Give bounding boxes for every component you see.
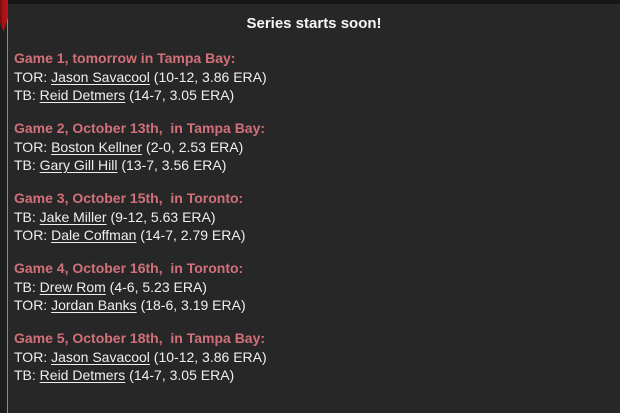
pitcher-stats: (13-7, 3.56 ERA) xyxy=(117,157,227,173)
team-prefix: TOR: xyxy=(14,297,52,313)
pitcher-name-link[interactable]: Drew Rom xyxy=(39,279,106,295)
pitcher-line: TB: Reid Detmers (14-7, 3.05 ERA) xyxy=(14,366,620,384)
pitcher-line: TOR: Dale Coffman (14-7, 2.79 ERA) xyxy=(14,226,620,244)
game-block-3: Game 3, October 15th, in Toronto: TB: Ja… xyxy=(14,188,620,244)
pitcher-line: TOR: Jason Savacool (10-12, 3.86 ERA) xyxy=(14,348,620,366)
team-prefix: TB: xyxy=(14,367,40,383)
pitcher-stats: (18-6, 3.19 ERA) xyxy=(136,297,246,313)
pitcher-line: TB: Drew Rom (4-6, 5.23 ERA) xyxy=(14,278,620,296)
game-block-5: Game 5, October 18th, in Tampa Bay: TOR:… xyxy=(14,328,620,384)
team-prefix: TOR: xyxy=(14,227,52,243)
series-preview-content: Series starts soon! Game 1, tomorrow in … xyxy=(8,4,620,413)
pitcher-line: TB: Reid Detmers (14-7, 3.05 ERA) xyxy=(14,86,620,104)
pitcher-stats: (9-12, 5.63 ERA) xyxy=(106,209,216,225)
pitcher-name-link[interactable]: Reid Detmers xyxy=(39,87,126,103)
team-prefix: TOR: xyxy=(14,349,52,365)
pitcher-stats: (10-12, 3.86 ERA) xyxy=(149,69,267,85)
pitcher-stats: (14-7, 3.05 ERA) xyxy=(125,367,235,383)
game-block-4: Game 4, October 16th, in Toronto: TB: Dr… xyxy=(14,258,620,314)
pitcher-line: TB: Jake Miller (9-12, 5.63 ERA) xyxy=(14,208,620,226)
pitcher-name-link[interactable]: Jason Savacool xyxy=(51,69,150,85)
pitcher-name-link[interactable]: Reid Detmers xyxy=(39,367,126,383)
pitcher-name-link[interactable]: Jordan Banks xyxy=(51,297,137,313)
team-shield-logo-icon xyxy=(0,0,8,32)
pitcher-stats: (14-7, 3.05 ERA) xyxy=(125,87,235,103)
top-strip xyxy=(0,0,620,4)
left-rail xyxy=(0,0,8,413)
team-prefix: TB: xyxy=(14,87,40,103)
game-header: Game 2, October 13th, in Tampa Bay: xyxy=(14,120,266,136)
team-prefix: TB: xyxy=(14,157,40,173)
pitcher-name-link[interactable]: Dale Coffman xyxy=(51,227,137,243)
pitcher-line: TB: Gary Gill Hill (13-7, 3.56 ERA) xyxy=(14,156,620,174)
pitcher-stats: (14-7, 2.79 ERA) xyxy=(136,227,246,243)
team-prefix: TOR: xyxy=(14,139,52,155)
team-prefix: TB: xyxy=(14,209,40,225)
game-header: Game 4, October 16th, in Toronto: xyxy=(14,260,244,276)
series-preview-panel xyxy=(8,4,620,413)
pitcher-name-link[interactable]: Jake Miller xyxy=(39,209,107,225)
pitcher-name-link[interactable]: Jason Savacool xyxy=(51,349,150,365)
pitcher-line: TOR: Jason Savacool (10-12, 3.86 ERA) xyxy=(14,68,620,86)
pitcher-stats: (10-12, 3.86 ERA) xyxy=(149,349,267,365)
pitcher-line: TOR: Boston Kellner (2-0, 2.53 ERA) xyxy=(14,138,620,156)
game-list: Game 1, tomorrow in Tampa Bay: TOR: Jaso… xyxy=(8,48,620,384)
game-header: Game 3, October 15th, in Toronto: xyxy=(14,190,244,206)
pitcher-line: TOR: Jordan Banks (18-6, 3.19 ERA) xyxy=(14,296,620,314)
game-block-2: Game 2, October 13th, in Tampa Bay: TOR:… xyxy=(14,118,620,174)
game-header: Game 1, tomorrow in Tampa Bay: xyxy=(14,50,236,66)
game-block-1: Game 1, tomorrow in Tampa Bay: TOR: Jaso… xyxy=(14,48,620,104)
pitcher-name-link[interactable]: Boston Kellner xyxy=(51,139,143,155)
pitcher-stats: (2-0, 2.53 ERA) xyxy=(142,139,244,155)
team-prefix: TOR: xyxy=(14,69,52,85)
pitcher-name-link[interactable]: Gary Gill Hill xyxy=(39,157,118,173)
pitcher-stats: (4-6, 5.23 ERA) xyxy=(105,279,207,295)
game-header: Game 5, October 18th, in Tampa Bay: xyxy=(14,330,266,346)
team-prefix: TB: xyxy=(14,279,40,295)
page-title: Series starts soon! xyxy=(246,15,382,32)
